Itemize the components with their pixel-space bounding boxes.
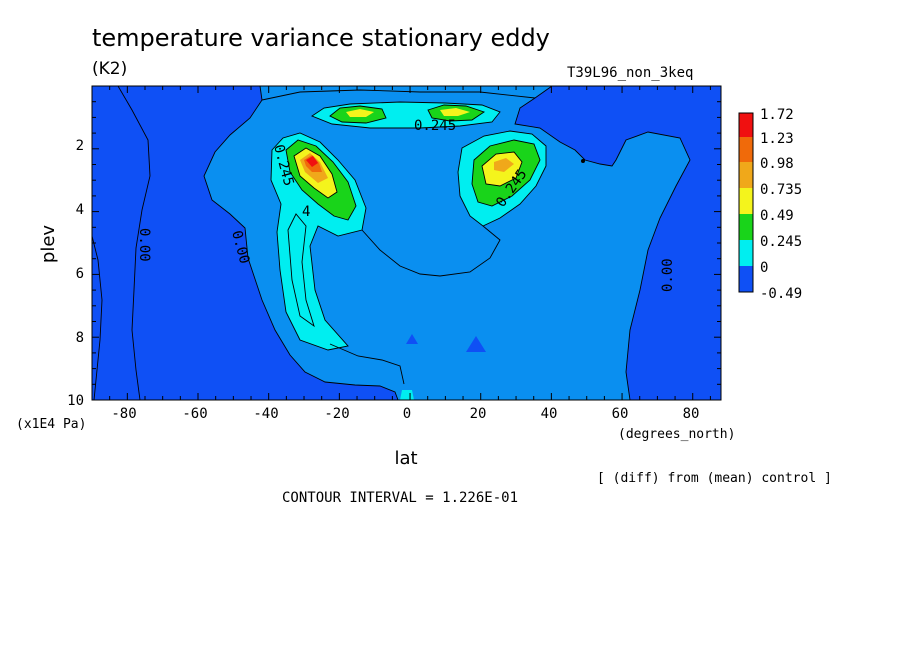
colorbar-label: 0.49 (760, 208, 794, 224)
contour-sh-outer (270, 132, 367, 351)
contour-deep-1 (329, 343, 405, 385)
contour-sh-yellow (293, 147, 338, 199)
neg-spot-1 (466, 336, 486, 352)
colorbar-label: 0 (760, 260, 768, 276)
neg-region-east (515, 86, 721, 400)
contour-band (311, 101, 501, 129)
x-tick-label: 60 (612, 406, 629, 422)
colorbar-label: 1.23 (760, 131, 794, 147)
x-tick-label: 20 (470, 406, 487, 422)
contour-nh-outer (457, 130, 547, 227)
x-tick-labels: -80 -60 -40 -20 0 20 40 60 80 (111, 406, 699, 422)
y-tick-label: 10 (67, 393, 84, 409)
contour-label-4: 0.245 (414, 118, 456, 134)
contour-zero-west (203, 86, 399, 400)
colorbar-label: 1.72 (760, 107, 794, 123)
x-tick-label: -80 (111, 406, 136, 422)
colorbar-swatch-bottom (739, 266, 753, 292)
contour-zero-east (514, 86, 691, 400)
contour-zero-farwest (92, 235, 103, 400)
y-tick-label: 2 (76, 138, 84, 154)
orange-region-nh (494, 158, 514, 172)
plot-area: 0.00 0.00 0.00 0.245 0.245 0.245 4 (92, 86, 721, 400)
colorbar-swatch (739, 188, 753, 214)
chart-title: temperature variance stationary eddy (92, 24, 550, 52)
y-tick-labels: 2 4 6 8 10 (67, 138, 84, 409)
yellow-band-left (346, 109, 374, 117)
neg-region-west (92, 86, 398, 400)
contour-interval: CONTOUR INTERVAL = 1.226E-01 (282, 490, 518, 506)
colorbar-swatch (739, 214, 753, 240)
contour-center-top (261, 89, 536, 101)
axis-ticks (91, 85, 721, 401)
yellow-band-right (440, 108, 470, 116)
y-tick-label: 6 (76, 266, 84, 282)
contour-zero-midwest (117, 86, 151, 400)
y-tick-label: 4 (76, 202, 84, 218)
contour-nh-yellow (481, 151, 523, 187)
x-axis-units: (degrees_north) (618, 427, 735, 442)
contour-center-lower (361, 225, 501, 277)
experiment-label: T39L96_non_3keq (567, 65, 693, 81)
contour-band-inner (329, 104, 486, 124)
marker-dot (581, 159, 585, 163)
contour-sh-green (285, 139, 357, 221)
x-tick-label: 0 (403, 406, 411, 422)
x-tick-label: -20 (324, 406, 349, 422)
colorbar-swatch (739, 113, 753, 137)
colorbar-label: 0.98 (760, 156, 794, 172)
x-tick-label: 80 (683, 406, 700, 422)
y-axis-units: (x1E4 Pa) (16, 417, 86, 432)
y-axis-label: plev (38, 225, 59, 264)
contour-lines (92, 86, 691, 400)
neg-spot-2 (406, 334, 418, 344)
x-axis-label: lat (394, 448, 417, 469)
colorbar-swatch (739, 162, 753, 188)
colorbar-swatch (739, 240, 753, 266)
contour-label-6: 4 (302, 204, 310, 220)
contour-sh-inner-tongue (287, 213, 315, 328)
colorbar-label: -0.49 (760, 286, 802, 302)
cyan-spot-bottom (400, 390, 414, 400)
x-tick-label: 40 (541, 406, 558, 422)
x-tick-label: -40 (253, 406, 278, 422)
diff-note: [ (diff) from (mean) control ] (597, 471, 832, 486)
contour-label-2: 0.00 (660, 258, 676, 292)
contour-label-0: 0.00 (136, 228, 152, 262)
units-label: (K2) (92, 59, 127, 79)
x-tick-label: -60 (182, 406, 207, 422)
colorbar-label: 0.735 (760, 182, 802, 198)
colorbar: 1.72 1.23 0.98 0.735 0.49 0.245 0 -0.49 (738, 107, 802, 302)
red-region-sh (306, 156, 318, 167)
colorbar-label: 0.245 (760, 234, 802, 250)
y-tick-label: 8 (76, 330, 84, 346)
contour-nh-green (471, 139, 541, 207)
colorbar-swatch (739, 137, 753, 162)
